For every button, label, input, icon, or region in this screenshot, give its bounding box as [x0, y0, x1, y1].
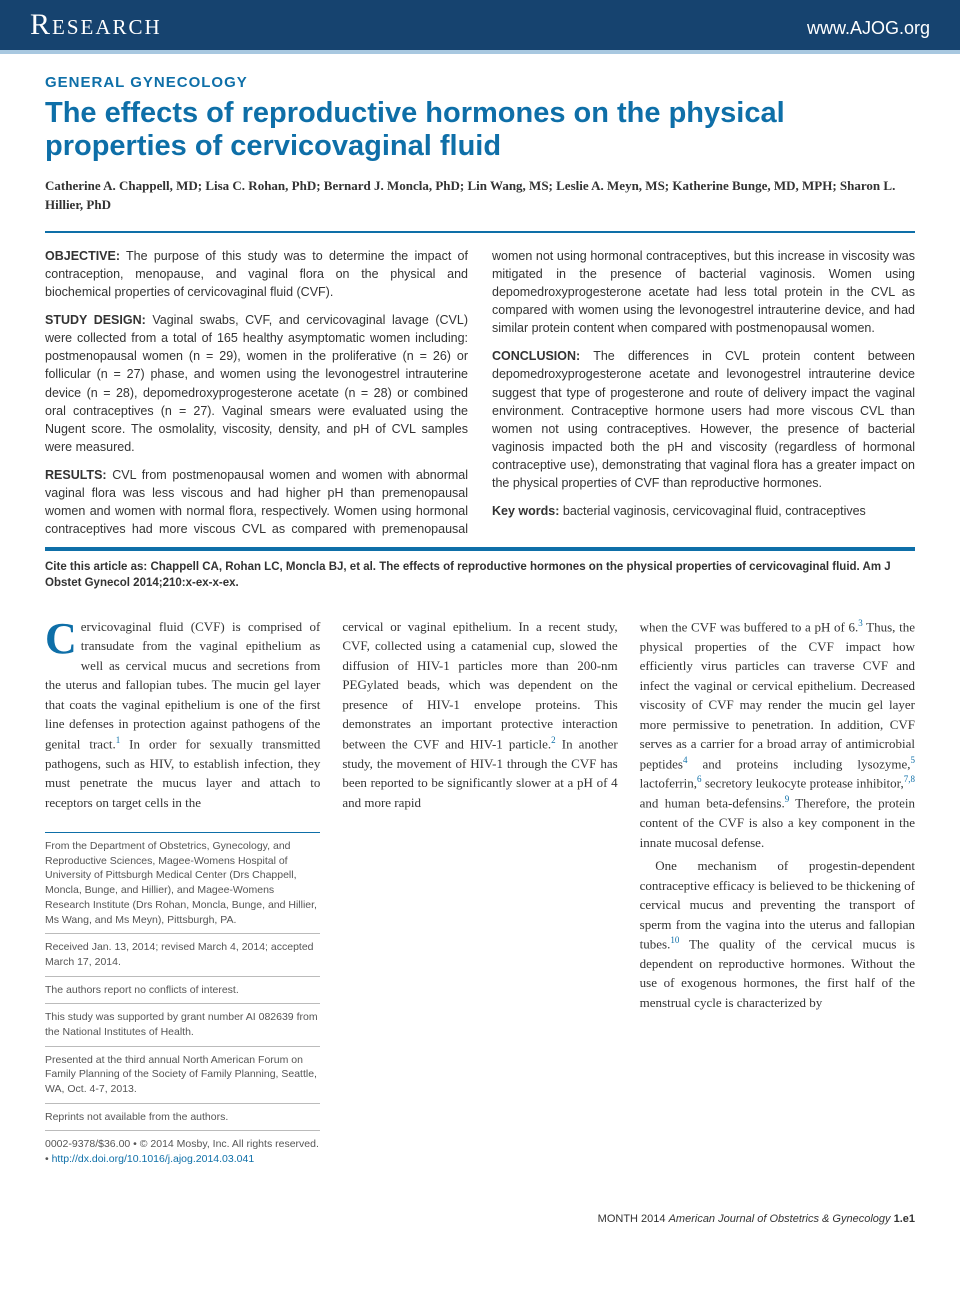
ref-10[interactable]: 10 — [670, 935, 679, 945]
dropcap: C — [45, 617, 81, 657]
footer-month: MONTH 2014 — [598, 1213, 669, 1225]
conclusion-label: CONCLUSION: — [492, 349, 580, 363]
results-label: RESULTS: — [45, 468, 107, 482]
footer-page: 1.e1 — [891, 1213, 915, 1225]
abstract-box: OBJECTIVE: The purpose of this study was… — [45, 231, 915, 549]
dates-text: Received Jan. 13, 2014; revised March 4,… — [45, 934, 320, 976]
funding-text: This study was supported by grant number… — [45, 1004, 320, 1046]
conclusion-text: The differences in CVL protein content b… — [492, 349, 915, 490]
body-col-1: Cervicovaginal fluid (CVF) is comprised … — [45, 617, 320, 1173]
abstract-design: STUDY DESIGN: Vaginal swabs, CVF, and ce… — [45, 311, 468, 456]
keywords-text: bacterial vaginosis, cervicovaginal flui… — [559, 504, 865, 518]
body-para-4: One mechanism of progestin-dependent con… — [640, 856, 915, 1012]
affiliation-text: From the Department of Obstetrics, Gynec… — [45, 833, 320, 934]
abstract-conclusion: CONCLUSION: The differences in CVL prote… — [492, 347, 915, 492]
body-text-3c: and proteins including lysozyme, — [687, 756, 910, 771]
journal-site: www.AJOG.org — [807, 18, 930, 39]
body-para-1: Cervicovaginal fluid (CVF) is comprised … — [45, 617, 320, 812]
copyright-line: 0002-9378/$36.00 • © 2014 Mosby, Inc. Al… — [45, 1131, 320, 1172]
presented-text: Presented at the third annual North Amer… — [45, 1047, 320, 1104]
body-para-3: when the CVF was buffered to a pH of 6.3… — [640, 617, 915, 852]
citation-box: Cite this article as: Chappell CA, Rohan… — [45, 549, 915, 599]
section-name: Research — [30, 8, 162, 42]
design-label: STUDY DESIGN: — [45, 313, 146, 327]
body-para-2: cervical or vaginal epithelium. In a rec… — [342, 617, 617, 812]
ref-78[interactable]: 7,8 — [904, 774, 915, 784]
footer-journal: American Journal of Obstetrics & Gynecol… — [669, 1213, 891, 1225]
article-category: GENERAL GYNECOLOGY — [45, 74, 915, 91]
objective-label: OBJECTIVE: — [45, 249, 120, 263]
author-list: Catherine A. Chappell, MD; Lisa C. Rohan… — [45, 176, 915, 215]
body-text-3e: secretory leukocyte protease inhibitor, — [702, 776, 904, 791]
page-content: GENERAL GYNECOLOGY The effects of reprod… — [0, 54, 960, 1183]
article-title: The effects of reproductive hormones on … — [45, 97, 915, 164]
body-text-2a: cervical or vaginal epithelium. In a rec… — [342, 619, 617, 751]
doi-link[interactable]: http://dx.doi.org/10.1016/j.ajog.2014.03… — [52, 1153, 255, 1165]
body-text-3a: when the CVF was buffered to a pH of 6. — [640, 619, 859, 634]
abstract-columns: OBJECTIVE: The purpose of this study was… — [45, 247, 915, 539]
journal-header-bar: Research www.AJOG.org — [0, 0, 960, 54]
article-info-box: From the Department of Obstetrics, Gynec… — [45, 832, 320, 1173]
body-text-4b: The quality of the cervical mucus is dep… — [640, 936, 915, 1010]
abstract-objective: OBJECTIVE: The purpose of this study was… — [45, 247, 468, 301]
body-text-3b: Thus, the physical properties of the CVF… — [640, 619, 915, 771]
body-columns: Cervicovaginal fluid (CVF) is comprised … — [45, 617, 915, 1173]
design-text: Vaginal swabs, CVF, and cervicovaginal l… — [45, 313, 468, 454]
body-text-3d: lactoferrin, — [640, 776, 697, 791]
keywords-label: Key words: — [492, 504, 559, 518]
abstract-keywords: Key words: bacterial vaginosis, cervicov… — [492, 502, 915, 520]
body-col-3: when the CVF was buffered to a pH of 6.3… — [640, 617, 915, 1173]
conflict-text: The authors report no conflicts of inter… — [45, 977, 320, 1005]
body-text-1a: ervicovaginal fluid (CVF) is comprised o… — [45, 619, 320, 751]
reprints-text: Reprints not available from the authors. — [45, 1104, 320, 1132]
body-col-2: cervical or vaginal epithelium. In a rec… — [342, 617, 617, 1173]
ref-5[interactable]: 5 — [910, 755, 915, 765]
page-footer: MONTH 2014 American Journal of Obstetric… — [0, 1183, 960, 1239]
body-text-3f: and human beta-defensins. — [640, 796, 785, 811]
